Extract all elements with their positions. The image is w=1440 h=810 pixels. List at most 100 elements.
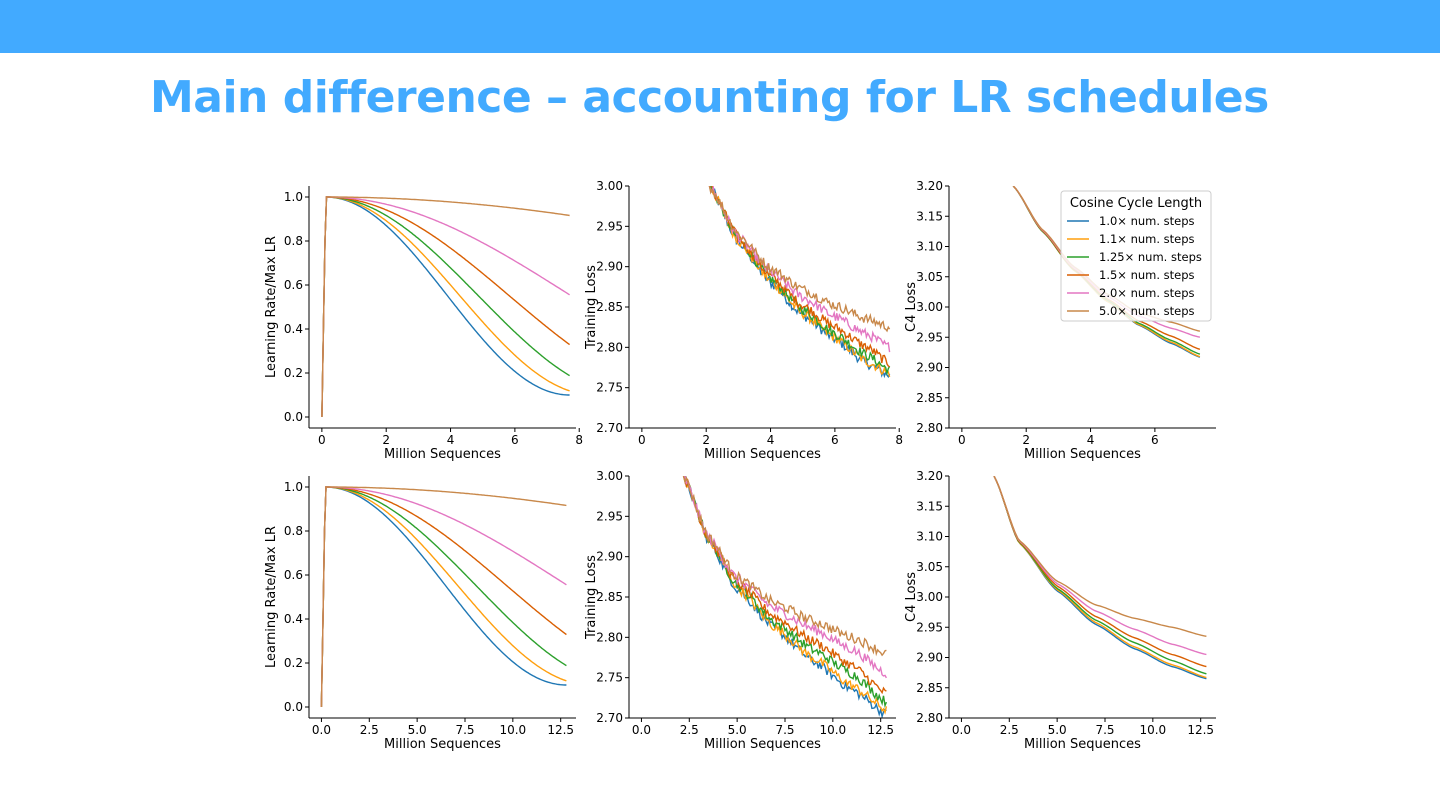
- y-tick-label: 3.00: [596, 469, 623, 483]
- subplot-2-1: 0.0 2.5 5.0 7.5 10.0 12.5 0.0 0.2 0.4 0.6 0.8 1.0 Mi…: [264, 476, 576, 752]
- x-tick-label: 7.5: [775, 723, 794, 737]
- y-axis-label: Learning Rate/Max LR: [264, 526, 279, 668]
- x-tick-label: 12.5: [867, 723, 894, 737]
- x-tick-label: 6: [831, 433, 839, 447]
- y-tick-label: 2.95: [916, 620, 943, 634]
- legend-title: Cosine Cycle Length: [1070, 196, 1202, 211]
- y-tick-label: 3.20: [916, 179, 943, 193]
- y-tick-label: 2.80: [596, 630, 623, 644]
- y-axis-label: C4 Loss: [904, 282, 919, 332]
- x-tick-label: 0.0: [632, 723, 651, 737]
- series-line-2-0-num-steps: [320, 486, 567, 708]
- y-tick-label: 2.85: [916, 681, 943, 695]
- series-line-1-1-num-steps: [993, 476, 1207, 679]
- legend-entry: 5.0× num. steps: [1099, 304, 1195, 318]
- y-tick-label: 2.90: [596, 260, 623, 274]
- y-tick-label: 0.6: [284, 568, 303, 582]
- x-tick-label: 4: [447, 433, 455, 447]
- y-tick-label: 1.0: [284, 480, 303, 494]
- y-tick-label: 0.4: [284, 612, 303, 626]
- series-line-1-25-num-steps: [320, 486, 567, 708]
- x-tick-label: 2.5: [680, 723, 699, 737]
- series-line-1-5-num-steps: [320, 486, 567, 708]
- series-line-5-0-num-steps: [320, 486, 567, 708]
- x-tick-label: 12.5: [547, 723, 574, 737]
- series-line-1-1-num-steps: [708, 186, 891, 378]
- y-tick-label: 2.95: [596, 219, 623, 233]
- y-tick-label: 0.2: [284, 366, 303, 380]
- series-line-5-0-num-steps: [993, 476, 1207, 637]
- subplot-1-2: 0 2 4 6 8 2.70 2.75 2.80 2.85 2.90 2.95 3.00 Million…: [584, 179, 903, 462]
- y-axis-label: Training Loss: [584, 555, 599, 640]
- subplot-2-3: 0.0 2.5 5.0 7.5 10.0 12.5 2.80 2.85 2.90 2.95 3.00…: [904, 469, 1216, 752]
- subplot-1-1: 0 2 4 6 8 0.0 0.2 0.4 0.6 0.8 1.0 Million Sequences…: [264, 186, 583, 462]
- series-line-1-0-num-steps: [321, 196, 570, 418]
- x-tick-label: 8: [575, 433, 583, 447]
- y-tick-label: 0.0: [284, 700, 303, 714]
- legend-entry: 2.0× num. steps: [1099, 286, 1195, 300]
- x-axis-label: Million Sequences: [1024, 737, 1141, 752]
- y-axis-label: Learning Rate/Max LR: [264, 236, 279, 378]
- legend-entry: 1.5× num. steps: [1099, 268, 1195, 282]
- y-tick-label: 2.85: [916, 391, 943, 405]
- y-tick-label: 2.80: [596, 340, 623, 354]
- x-tick-label: 2: [1022, 433, 1030, 447]
- y-tick-label: 3.10: [916, 530, 943, 544]
- series-group: [708, 186, 891, 379]
- x-tick-label: 10.0: [819, 723, 846, 737]
- series-line-2-0-num-steps: [321, 196, 570, 418]
- series-line-1-25-num-steps: [683, 476, 888, 709]
- y-tick-label: 3.00: [596, 179, 623, 193]
- x-tick-label: 5.0: [728, 723, 747, 737]
- x-tick-label: 10.0: [1139, 723, 1166, 737]
- y-tick-label: 3.10: [916, 240, 943, 254]
- x-axis-label: Million Sequences: [1024, 447, 1141, 462]
- y-tick-label: 1.0: [284, 190, 303, 204]
- y-tick-label: 3.15: [916, 499, 943, 513]
- series-group: [321, 196, 571, 418]
- y-tick-label: 0.4: [284, 322, 303, 336]
- y-tick-label: 2.90: [596, 550, 623, 564]
- series-group: [320, 486, 567, 708]
- y-tick-label: 2.90: [916, 361, 943, 375]
- series-line-2-0-num-steps: [993, 476, 1207, 656]
- x-tick-label: 5.0: [408, 723, 427, 737]
- x-tick-label: 2.5: [360, 723, 379, 737]
- legend-entry: 1.0× num. steps: [1099, 214, 1195, 228]
- series-line-1-5-num-steps: [321, 196, 571, 418]
- y-tick-label: 2.85: [596, 590, 623, 604]
- x-tick-label: 2.5: [1000, 723, 1019, 737]
- series-line-1-25-num-steps: [321, 196, 570, 418]
- x-tick-label: 0: [318, 433, 326, 447]
- y-tick-label: 0.2: [284, 656, 303, 670]
- legend: Cosine Cycle Length 1.0× num. steps 1.1× n…: [1060, 190, 1212, 322]
- x-axis-label: Million Sequences: [384, 447, 501, 462]
- x-tick-label: 8: [895, 433, 903, 447]
- y-tick-label: 2.95: [916, 330, 943, 344]
- y-tick-label: 3.00: [916, 590, 943, 604]
- series-line-5-0-num-steps: [708, 186, 891, 333]
- x-tick-label: 0: [958, 433, 966, 447]
- x-axis-label: Million Sequences: [704, 447, 821, 462]
- y-tick-label: 2.80: [916, 421, 943, 435]
- series-line-1-25-num-steps: [709, 186, 891, 376]
- y-tick-label: 2.70: [596, 421, 623, 435]
- series-line-1-5-num-steps: [709, 186, 890, 368]
- y-tick-label: 2.90: [916, 651, 943, 665]
- y-tick-label: 2.85: [596, 300, 623, 314]
- header-bar: [0, 0, 1440, 53]
- series-group: [682, 476, 888, 718]
- legend-box: [1060, 190, 1212, 322]
- y-tick-label: 2.75: [596, 671, 623, 685]
- y-tick-label: 2.80: [916, 711, 943, 725]
- y-tick-label: 3.20: [916, 469, 943, 483]
- series-line-2-0-num-steps: [708, 186, 891, 353]
- x-tick-label: 5.0: [1048, 723, 1067, 737]
- slide-title: Main difference – accounting for LR sche…: [150, 72, 1269, 123]
- x-tick-label: 4: [1087, 433, 1095, 447]
- y-tick-label: 3.05: [916, 270, 943, 284]
- x-axis-label: Million Sequences: [384, 737, 501, 752]
- x-tick-label: 6: [511, 433, 519, 447]
- x-tick-label: 10.0: [499, 723, 526, 737]
